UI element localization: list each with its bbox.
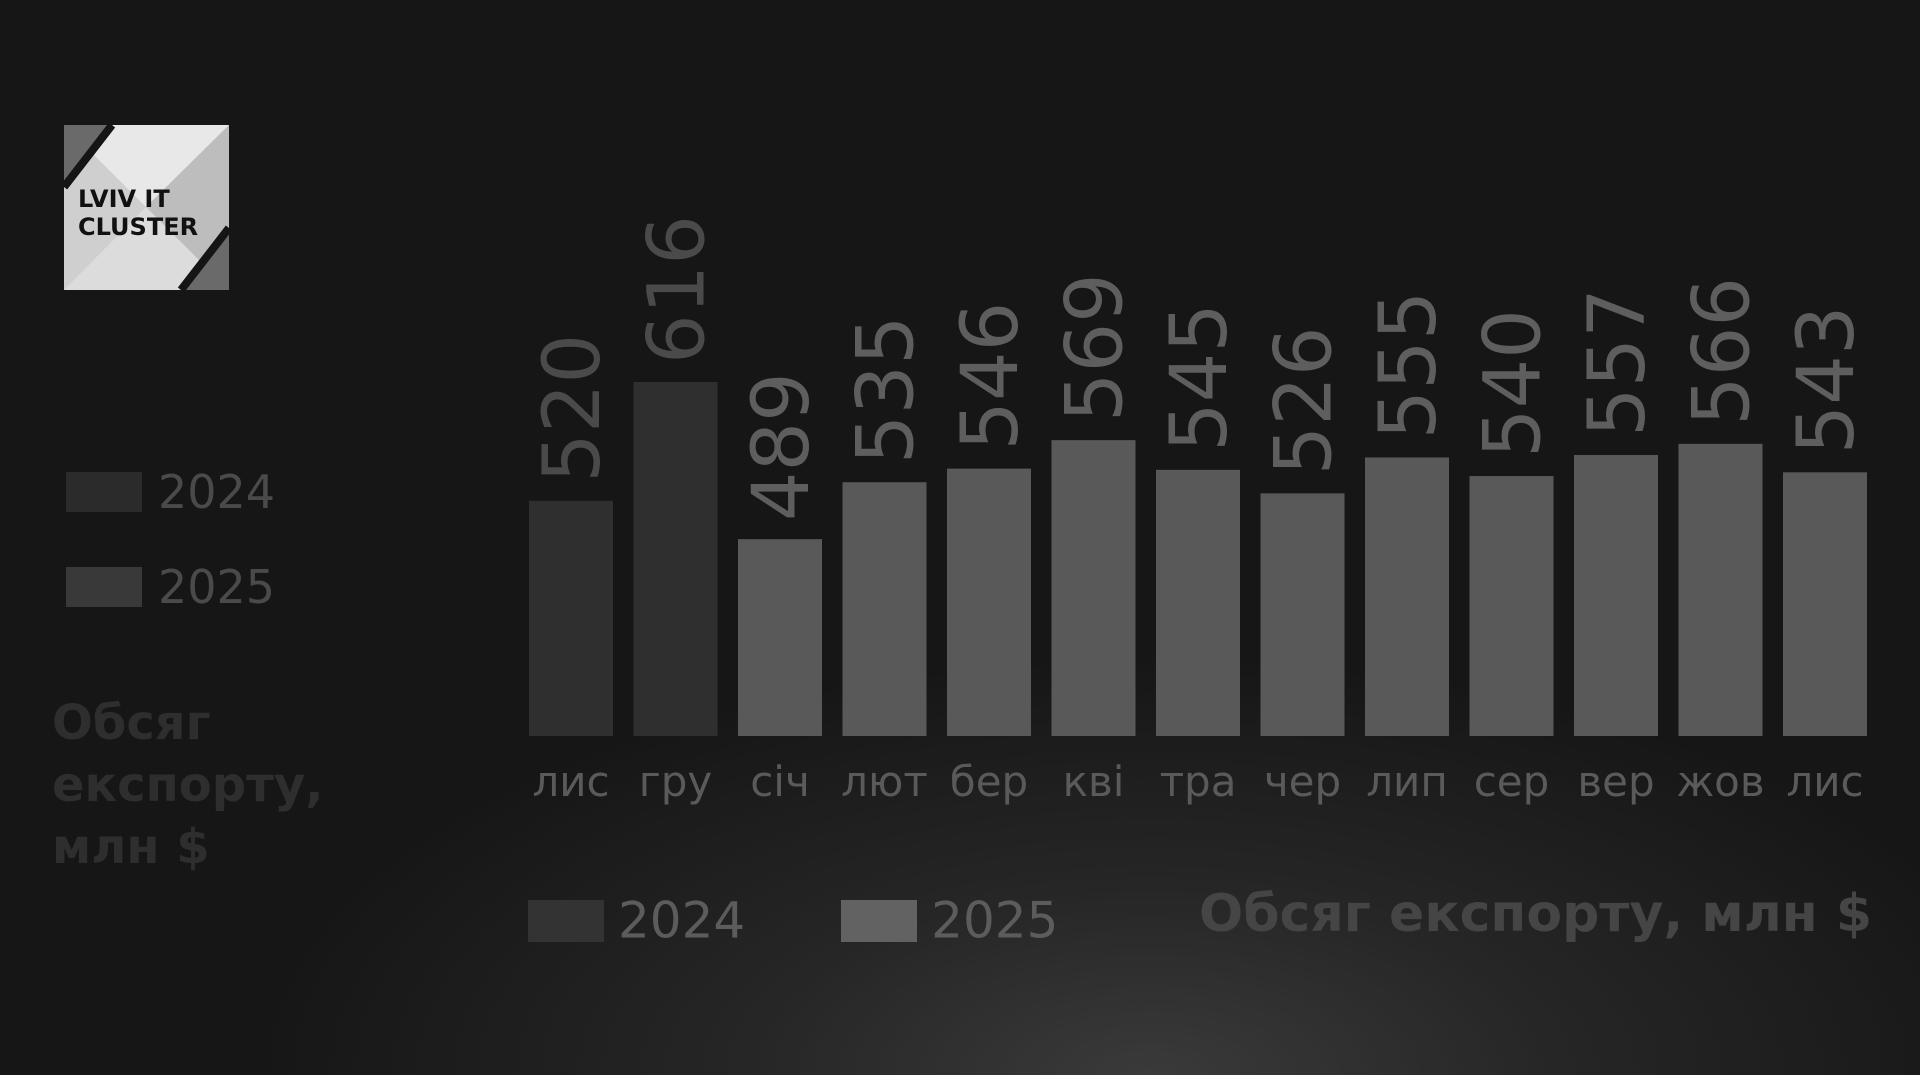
x-tick-label: гру xyxy=(639,757,713,806)
bar-2025 xyxy=(1783,472,1867,736)
left-axis-title: Обсяг експорту, млн $ xyxy=(52,692,492,878)
bar-2025 xyxy=(1678,443,1763,736)
x-tick-label: бер xyxy=(950,757,1028,806)
bar-2025 xyxy=(1365,457,1449,736)
x-tick-label: лис xyxy=(532,757,609,806)
legend-label: 2024 xyxy=(158,465,276,519)
title-line: Обсяг експорту, xyxy=(52,695,324,813)
svg-text:CLUSTER: CLUSTER xyxy=(78,213,198,241)
bar-2025 xyxy=(1260,493,1345,736)
legend-swatch-2024 xyxy=(528,899,604,942)
x-tick-label: вер xyxy=(1577,757,1654,806)
legend-swatch-2024 xyxy=(66,472,142,512)
legend-item-2024: 2024 xyxy=(528,888,745,950)
lviv-it-cluster-logo: LVIV IT CLUSTER xyxy=(64,125,229,290)
bar-2025 xyxy=(947,468,1031,736)
x-tick-label: лип xyxy=(1366,757,1448,806)
legend-label: 2025 xyxy=(158,560,276,614)
bar-2024 xyxy=(633,381,718,736)
x-tick-label: тра xyxy=(1160,757,1237,806)
legend-label: 2024 xyxy=(618,891,746,950)
bar-2024 xyxy=(529,500,613,736)
bar-2025 xyxy=(1574,454,1658,736)
value-label: 535 xyxy=(842,315,932,464)
bar-2025 xyxy=(842,482,927,736)
title-line: млн $ xyxy=(52,819,210,875)
x-tick-label: січ xyxy=(750,757,810,806)
bottom-chart-title: Обсяг експорту, млн $ xyxy=(1199,884,1872,944)
bar-2025 xyxy=(1156,469,1240,736)
legend-left-2024: 2024 xyxy=(66,465,275,519)
value-label: 566 xyxy=(1678,277,1768,426)
legend-swatch-2025 xyxy=(841,899,918,942)
value-label: 520 xyxy=(528,334,618,483)
value-label: 545 xyxy=(1155,303,1245,452)
value-label: 489 xyxy=(737,372,827,521)
value-label: 616 xyxy=(633,215,723,364)
x-tick-label: сер xyxy=(1474,757,1550,806)
value-label: 569 xyxy=(1051,273,1141,422)
bottom-legend: 2024 2025 xyxy=(528,888,1138,950)
legend-swatch-2025 xyxy=(66,567,142,607)
x-tick-label: лют xyxy=(841,757,928,806)
x-tick-label: лис xyxy=(1786,757,1863,806)
bar-2025 xyxy=(738,539,822,736)
legend-item-2025: 2025 xyxy=(841,888,1058,950)
svg-text:LVIV IT: LVIV IT xyxy=(78,185,170,213)
value-label: 555 xyxy=(1364,291,1454,440)
x-tick-label: чер xyxy=(1264,757,1341,806)
legend-label: 2025 xyxy=(931,891,1059,950)
value-label: 526 xyxy=(1260,326,1350,475)
value-label: 540 xyxy=(1469,309,1559,458)
legend-left-2025: 2025 xyxy=(66,560,275,614)
value-label: 543 xyxy=(1782,305,1872,454)
bar-2025 xyxy=(1469,476,1554,736)
x-tick-label: кві xyxy=(1063,757,1125,806)
x-tick-label: жов xyxy=(1676,757,1764,806)
value-label: 557 xyxy=(1573,288,1663,437)
value-label: 546 xyxy=(946,302,1036,451)
bar-2025 xyxy=(1051,440,1136,736)
